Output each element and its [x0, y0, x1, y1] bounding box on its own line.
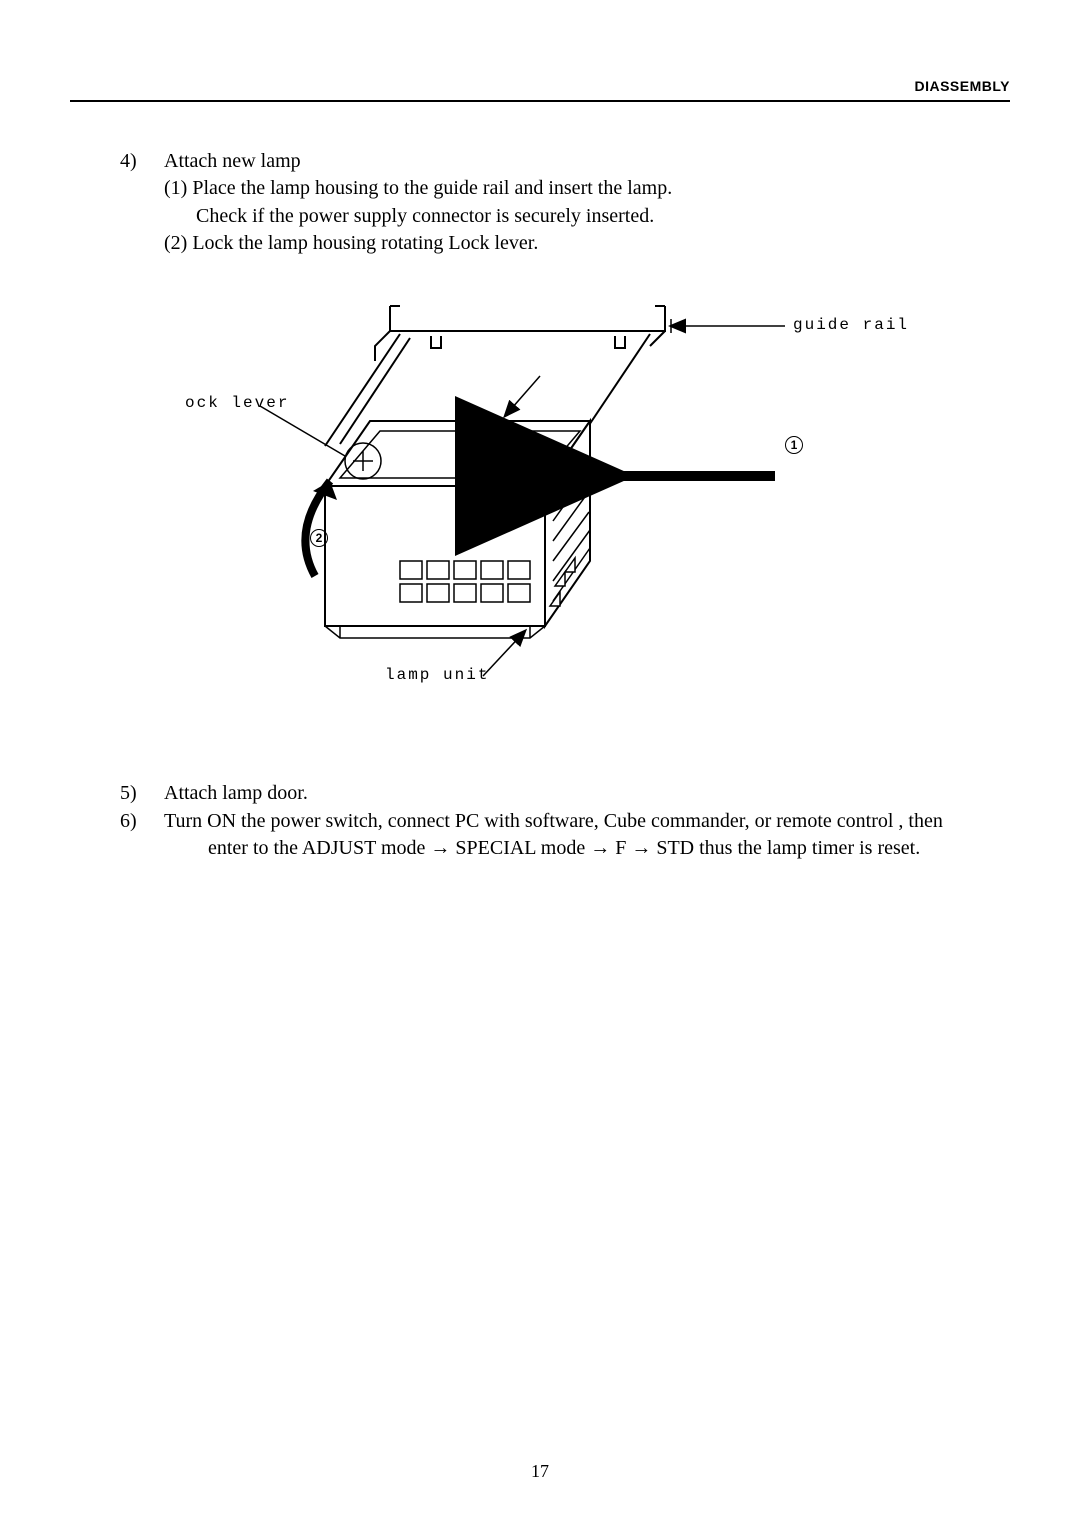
- label-guide-rail: guide rail: [793, 316, 909, 334]
- step-4-title: Attach new lamp: [164, 150, 301, 173]
- header: DIASSEMBLY: [70, 78, 1010, 96]
- lamp-diagram: guide rail ock lever lamp unit 1 2: [195, 286, 915, 706]
- step-5: 5)Attach lamp door.: [164, 780, 990, 808]
- step-4-sub-2: (2) Lock the lamp housing rotating Lock …: [164, 230, 990, 258]
- step-4-sub-1a: (1) Place the lamp housing to the guide …: [164, 175, 990, 203]
- step-4-number: 4): [120, 150, 164, 173]
- content-block-1: 4) Attach new lamp (1) Place the lamp ho…: [120, 150, 990, 716]
- page: DIASSEMBLY 4) Attach new lamp (1) Place …: [0, 0, 1080, 1528]
- step-5-text: Attach lamp door.: [164, 782, 308, 804]
- step-4-row: 4) Attach new lamp: [120, 150, 990, 173]
- step-5-number: 5): [120, 780, 164, 808]
- label-lock-lever: ock lever: [185, 394, 289, 412]
- step-6-std: STD thus the lamp timer is reset.: [651, 837, 920, 859]
- step-4-sub-1b: Check if the power supply connector is s…: [196, 203, 990, 231]
- content-block-2: 5)Attach lamp door. 6)Turn ON the power …: [120, 780, 990, 863]
- marker-1: 1: [785, 436, 803, 454]
- circled-1-icon: 1: [785, 436, 803, 454]
- step-6: 6)Turn ON the power switch, connect PC w…: [164, 808, 990, 863]
- step-6-number: 6): [120, 808, 164, 836]
- arrow-icon: →: [631, 837, 651, 859]
- circled-2-icon: 2: [310, 529, 328, 547]
- lamp-diagram-svg: [195, 286, 915, 706]
- label-lamp-unit: lamp unit: [385, 666, 489, 684]
- step-6-f: F: [610, 837, 631, 859]
- arrow-icon: →: [590, 837, 610, 859]
- arrow-icon: →: [430, 837, 450, 859]
- page-number: 17: [0, 1461, 1080, 1482]
- header-title: DIASSEMBLY: [914, 78, 1010, 94]
- marker-2: 2: [310, 529, 328, 547]
- step-6-text-a: Turn ON the power switch, connect PC wit…: [164, 810, 943, 832]
- step-6-text-b: enter to the ADJUST mode: [208, 837, 430, 859]
- step-6-special: SPECIAL mode: [450, 837, 590, 859]
- header-rule: [70, 100, 1010, 102]
- step-4-substeps: (1) Place the lamp housing to the guide …: [164, 175, 990, 258]
